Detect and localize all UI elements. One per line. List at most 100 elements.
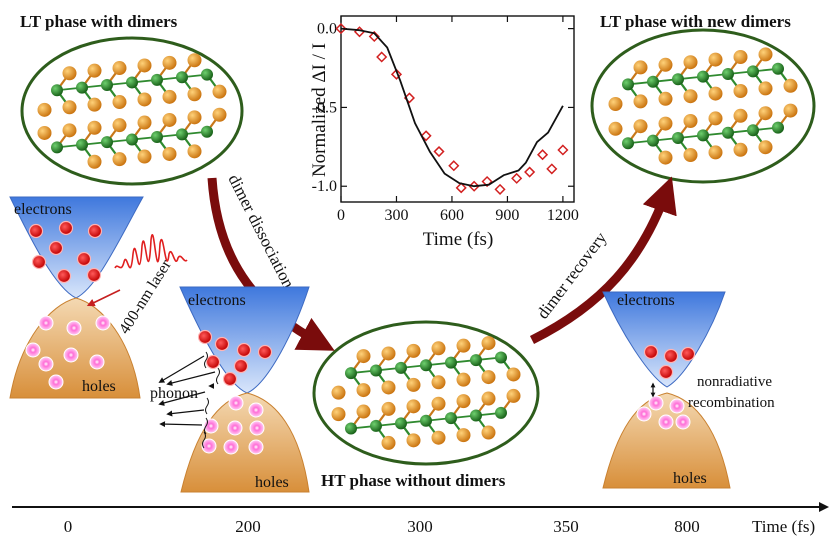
orange-atom <box>456 338 471 353</box>
orange-atom <box>62 66 77 81</box>
green-atom <box>697 129 709 142</box>
chart-data-point <box>420 130 432 142</box>
phonon-arrows <box>158 355 216 428</box>
hole-dot <box>89 354 105 370</box>
orange-atom <box>112 95 127 110</box>
orange-atom <box>431 375 446 390</box>
chart-data-point <box>368 30 380 43</box>
lt-phase-left-title: LT phase with dimers <box>20 12 178 31</box>
orange-atom <box>506 388 521 403</box>
inset-chart: Normalized ΔI / I Time (fs) 0 300 600 900 12… <box>309 15 579 250</box>
green-atom <box>672 132 684 144</box>
green-atom <box>76 138 88 151</box>
chart-x-axis-label: Time (fs) <box>423 229 494 250</box>
band-diagram-800fs: electrons holes nonradiative recombinati… <box>602 291 775 489</box>
green-atom <box>345 367 357 380</box>
hole-dot <box>669 398 685 414</box>
orange-atom <box>708 111 723 126</box>
nonradiative-label: nonradiative <box>697 374 772 390</box>
chart-data-point <box>494 183 506 195</box>
laser-label: 400-nm laser <box>116 256 175 337</box>
chart-data-point <box>481 175 493 188</box>
band-diagram-initial: electrons holes 400-nm laser <box>9 196 188 399</box>
orange-atom <box>187 53 202 68</box>
green-atom <box>722 126 734 139</box>
chart-data-point <box>455 182 467 194</box>
green-atom <box>747 124 759 137</box>
orange-atom <box>356 404 371 419</box>
electron-dot <box>28 223 44 239</box>
green-atom <box>772 121 784 134</box>
orange-atom <box>356 349 371 364</box>
orange-atom <box>456 428 471 443</box>
orange-atom <box>683 55 698 70</box>
electron-dot <box>233 358 249 374</box>
lt-left-crystal-ellipse <box>20 36 244 186</box>
electrons-label-800: electrons <box>617 292 675 309</box>
green-atom <box>151 73 163 86</box>
orange-atom <box>633 119 648 134</box>
ht-crystal-ellipse <box>312 320 540 466</box>
electron-dot <box>31 254 47 270</box>
chart-x-tick-label: 600 <box>440 207 464 224</box>
timeline-tick-200: 200 <box>235 517 261 536</box>
orange-atom <box>758 81 773 96</box>
hole-dot <box>201 438 217 454</box>
green-atom <box>201 125 213 138</box>
orange-atom <box>87 120 102 135</box>
green-atom <box>420 359 432 372</box>
green-atom <box>747 65 759 78</box>
chart-data-point <box>537 149 549 161</box>
green-atom <box>495 406 507 419</box>
phonon-label: phonon <box>150 385 198 402</box>
orange-atom <box>708 52 723 67</box>
orange-atom <box>112 118 127 133</box>
hole-dot <box>248 402 264 418</box>
chart-data-point <box>557 144 569 156</box>
recovery-arrow <box>529 176 677 345</box>
laser-arrow <box>86 289 121 307</box>
green-atom <box>445 412 457 425</box>
electron-dot <box>205 354 221 370</box>
hole-band-200 <box>180 392 310 493</box>
electron-dot <box>214 336 230 352</box>
electron-band-800 <box>602 291 726 388</box>
green-atom <box>622 137 634 150</box>
green-atom <box>101 79 113 92</box>
green-atom <box>445 356 457 369</box>
ht-phase-title: HT phase without dimers <box>321 471 506 490</box>
green-atom <box>470 354 482 367</box>
green-atom <box>647 134 659 147</box>
orange-atom <box>733 84 748 98</box>
hole-dot <box>675 414 691 430</box>
hole-dot <box>249 420 265 436</box>
green-atom <box>395 361 407 374</box>
orange-atom <box>481 425 496 440</box>
hole-dot <box>38 315 54 331</box>
timeline-tick-300: 300 <box>407 517 433 536</box>
orange-atom <box>708 145 723 160</box>
chart-data-point <box>524 166 536 178</box>
orange-atom <box>431 396 446 411</box>
chart-y-tick-label: 0.0 <box>317 21 337 38</box>
orange-atom <box>481 391 496 406</box>
chart-y-tick-label: -0.5 <box>312 99 337 116</box>
laser-pulse <box>114 233 188 269</box>
orange-atom <box>187 144 202 159</box>
orange-atom <box>481 370 496 385</box>
orange-atom <box>633 60 648 75</box>
green-atom <box>420 414 432 427</box>
orange-atom <box>683 89 698 104</box>
orange-atom <box>381 401 396 416</box>
timeline-tick-800: 800 <box>674 517 700 536</box>
chart-data-point <box>546 163 558 175</box>
orange-atom <box>187 87 202 102</box>
orange-atom <box>87 97 102 112</box>
green-atom <box>772 62 784 75</box>
orange-atom <box>62 123 77 138</box>
green-atom <box>722 68 734 80</box>
green-atom <box>51 141 63 154</box>
orange-atom <box>683 148 698 162</box>
orange-atom <box>608 121 623 136</box>
